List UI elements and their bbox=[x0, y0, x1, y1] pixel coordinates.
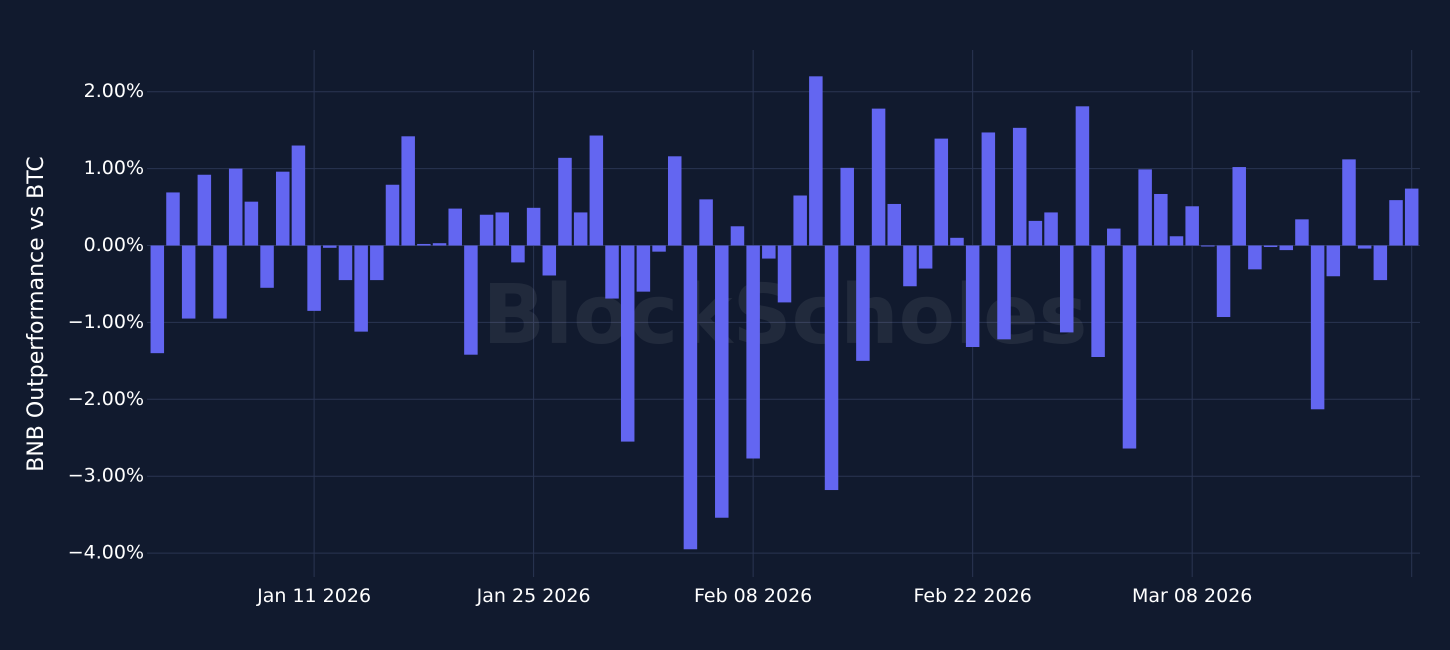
bar bbox=[887, 203, 902, 246]
bar bbox=[1091, 245, 1105, 357]
bar bbox=[1263, 245, 1278, 248]
bar bbox=[1138, 169, 1152, 246]
x-tick-label: Jan 11 2026 bbox=[256, 585, 371, 607]
y-axis-ticks: 2.00% 1.00% 0.00% −1.00% −2.00% −3.00% −4.00% bbox=[68, 80, 144, 563]
bar bbox=[1373, 245, 1388, 281]
bar bbox=[166, 192, 180, 246]
bar bbox=[1075, 106, 1090, 246]
bar bbox=[417, 243, 431, 246]
bar bbox=[620, 245, 635, 442]
bar bbox=[1232, 167, 1246, 246]
bar bbox=[997, 245, 1011, 340]
bar bbox=[793, 195, 807, 246]
bar bbox=[824, 245, 839, 491]
bar bbox=[1216, 245, 1231, 318]
bar bbox=[918, 245, 933, 269]
y-tick-label: 0.00% bbox=[84, 234, 144, 256]
bar bbox=[1169, 236, 1184, 246]
bar bbox=[965, 245, 980, 348]
y-tick-label: −1.00% bbox=[68, 311, 144, 333]
bar bbox=[1044, 212, 1058, 246]
y-tick-label: 2.00% bbox=[84, 80, 144, 102]
bar bbox=[699, 199, 713, 246]
bar bbox=[746, 245, 760, 459]
bar bbox=[1248, 245, 1262, 270]
bar bbox=[1059, 245, 1074, 333]
bar bbox=[291, 145, 306, 246]
bar bbox=[542, 245, 557, 276]
bar bbox=[181, 245, 196, 319]
bar bbox=[401, 136, 415, 246]
bar bbox=[1279, 245, 1294, 251]
bar bbox=[1185, 206, 1199, 246]
bar bbox=[871, 108, 886, 246]
bar bbox=[840, 167, 854, 246]
bar bbox=[1342, 159, 1356, 246]
bar bbox=[244, 201, 259, 246]
x-axis-ticks: Jan 11 2026 Jan 25 2026 Feb 08 2026 Feb 22 … bbox=[256, 585, 1252, 607]
bar bbox=[1295, 219, 1309, 246]
bar bbox=[1154, 193, 1168, 246]
bar bbox=[1201, 245, 1215, 247]
bar bbox=[1357, 245, 1372, 249]
bar bbox=[448, 208, 462, 246]
bar bbox=[934, 138, 949, 246]
bar bbox=[1310, 245, 1325, 410]
bar bbox=[1028, 220, 1043, 246]
bar bbox=[197, 174, 212, 246]
bar bbox=[479, 214, 494, 246]
bar bbox=[385, 184, 400, 246]
bar bbox=[589, 135, 604, 246]
y-tick-label: −2.00% bbox=[68, 388, 144, 410]
x-tick-label: Jan 25 2026 bbox=[476, 585, 591, 607]
bar bbox=[432, 243, 447, 246]
y-tick-label: −3.00% bbox=[68, 465, 144, 487]
bar bbox=[1107, 228, 1121, 246]
bar bbox=[981, 132, 996, 246]
bar bbox=[323, 245, 337, 248]
bar bbox=[856, 245, 870, 361]
bar bbox=[1404, 188, 1419, 246]
bar bbox=[777, 245, 792, 303]
bar bbox=[213, 245, 227, 319]
bar bbox=[464, 245, 478, 355]
y-axis-label: BNB Outperformance vs BTC bbox=[24, 156, 49, 472]
bar bbox=[903, 245, 917, 287]
bar bbox=[950, 237, 964, 246]
bar bbox=[605, 245, 619, 299]
x-tick-label: Feb 22 2026 bbox=[914, 585, 1032, 607]
bar bbox=[1012, 127, 1027, 246]
bar-series bbox=[150, 76, 1419, 550]
bar bbox=[683, 245, 698, 550]
y-tick-label: −4.00% bbox=[68, 542, 144, 564]
bar bbox=[573, 212, 588, 246]
bar bbox=[275, 171, 290, 246]
bar bbox=[495, 212, 510, 246]
bar bbox=[1389, 200, 1403, 246]
bar bbox=[370, 245, 384, 281]
x-tick-label: Feb 08 2026 bbox=[694, 585, 812, 607]
bar bbox=[762, 245, 776, 259]
bar bbox=[652, 245, 666, 252]
bar bbox=[307, 245, 321, 311]
bar bbox=[1326, 245, 1341, 277]
bar bbox=[667, 156, 682, 246]
bar bbox=[511, 245, 525, 263]
bar bbox=[715, 245, 729, 518]
bar bbox=[150, 245, 165, 354]
bar bbox=[558, 157, 572, 246]
x-tick-label: Mar 08 2026 bbox=[1132, 585, 1252, 607]
y-tick-label: 1.00% bbox=[84, 157, 144, 179]
bar bbox=[228, 168, 243, 246]
bar bbox=[354, 245, 368, 332]
bar bbox=[1122, 245, 1137, 449]
bar bbox=[338, 245, 353, 281]
bar bbox=[730, 226, 745, 246]
bar bbox=[260, 245, 274, 288]
bar bbox=[636, 245, 651, 292]
bar bbox=[526, 207, 541, 246]
bar bbox=[809, 76, 823, 246]
